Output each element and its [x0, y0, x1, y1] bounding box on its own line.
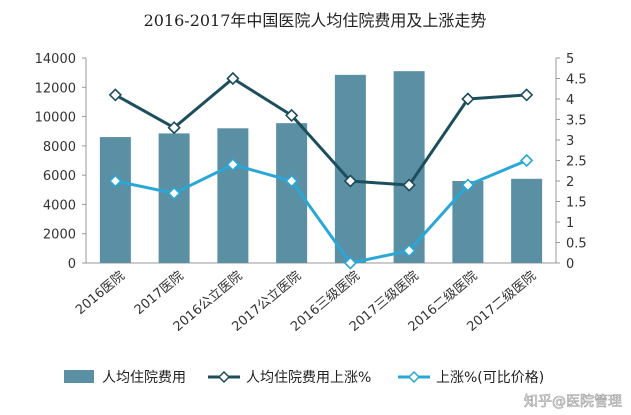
- y-right-tick-label: 2: [566, 175, 574, 190]
- legend-swatch-marker: [217, 370, 231, 384]
- y-left-tick-label: 6000: [43, 169, 76, 184]
- y-left-tick-label: 10000: [35, 111, 76, 126]
- legend-swatch-marker: [407, 370, 421, 384]
- y-right-tick-label: 2.5: [566, 155, 587, 170]
- line-marker-2-3: [226, 157, 240, 172]
- line-marker-1-2: [167, 121, 181, 135]
- line-marker-2-6: [402, 244, 416, 258]
- line-series-1: [114, 77, 527, 187]
- x-tick-label: 2017医院: [132, 269, 187, 318]
- plot-area: 0 2000 4000 6000 8000 10000 12000 14000 0 0.5 1 1.5…: [35, 52, 587, 335]
- y-left-tick-label: 2000: [43, 228, 76, 243]
- y-right-tick-label: 1: [566, 216, 574, 231]
- line-marker-2-8: [519, 153, 534, 168]
- line-marker-1-1: [108, 88, 123, 102]
- line-series-2: [115, 159, 528, 265]
- y-right-tick-label: 5: [566, 52, 574, 67]
- y-right-tick-label: 4.5: [566, 73, 587, 88]
- y-left-tick-label: 0: [68, 257, 76, 272]
- y-left-tick-label: 14000: [35, 52, 76, 67]
- bar-7: [452, 181, 484, 263]
- y-right-tick-label: 3.5: [566, 114, 587, 129]
- line-marker-2-4: [284, 174, 299, 188]
- y-right-tick-label: 4: [566, 93, 574, 108]
- line-marker-2-7: [461, 178, 475, 192]
- line-marker-1-3: [226, 71, 240, 86]
- y-left-tick-label: 12000: [35, 81, 76, 96]
- line-marker-2-1: [108, 174, 123, 188]
- bar-3: [217, 128, 249, 263]
- bar-6: [393, 71, 425, 263]
- y-right-tick-label: 0.5: [566, 237, 587, 252]
- legend-swatch-bar: [64, 370, 94, 383]
- x-tick-label: 2016医院: [73, 269, 128, 318]
- line-marker-1-5: [343, 174, 358, 188]
- line-marker-2-5: [343, 256, 358, 270]
- y-right-tick-label: 3: [566, 134, 574, 149]
- y-right-tick-label: 1.5: [566, 196, 587, 211]
- legend-label: 人均住院费用: [102, 370, 186, 386]
- line-marker-1-6: [402, 178, 416, 192]
- line-marker-1-8: [519, 88, 534, 102]
- chart-title: 2016-2017年中国医院人均住院费用及上涨走势: [144, 11, 487, 30]
- y-right-tick-label: 0: [566, 257, 574, 272]
- y-left-tick-label: 4000: [43, 198, 76, 213]
- line-marker-1-7: [461, 92, 475, 106]
- legend-label: 人均住院费用上涨%: [246, 370, 371, 386]
- line-marker-1-4: [284, 108, 299, 123]
- bar-1: [99, 137, 131, 263]
- bar-8: [511, 178, 543, 263]
- bar-4: [276, 123, 308, 264]
- legend-label: 上涨%(可比价格): [436, 370, 544, 386]
- watermark: 知乎@医院管理: [524, 393, 622, 410]
- legend: 人均住院费用 人均住院费用上涨% 上涨%(可比价格): [64, 370, 544, 386]
- line-marker-2-2: [167, 186, 181, 200]
- y-left-tick-label: 8000: [43, 140, 76, 155]
